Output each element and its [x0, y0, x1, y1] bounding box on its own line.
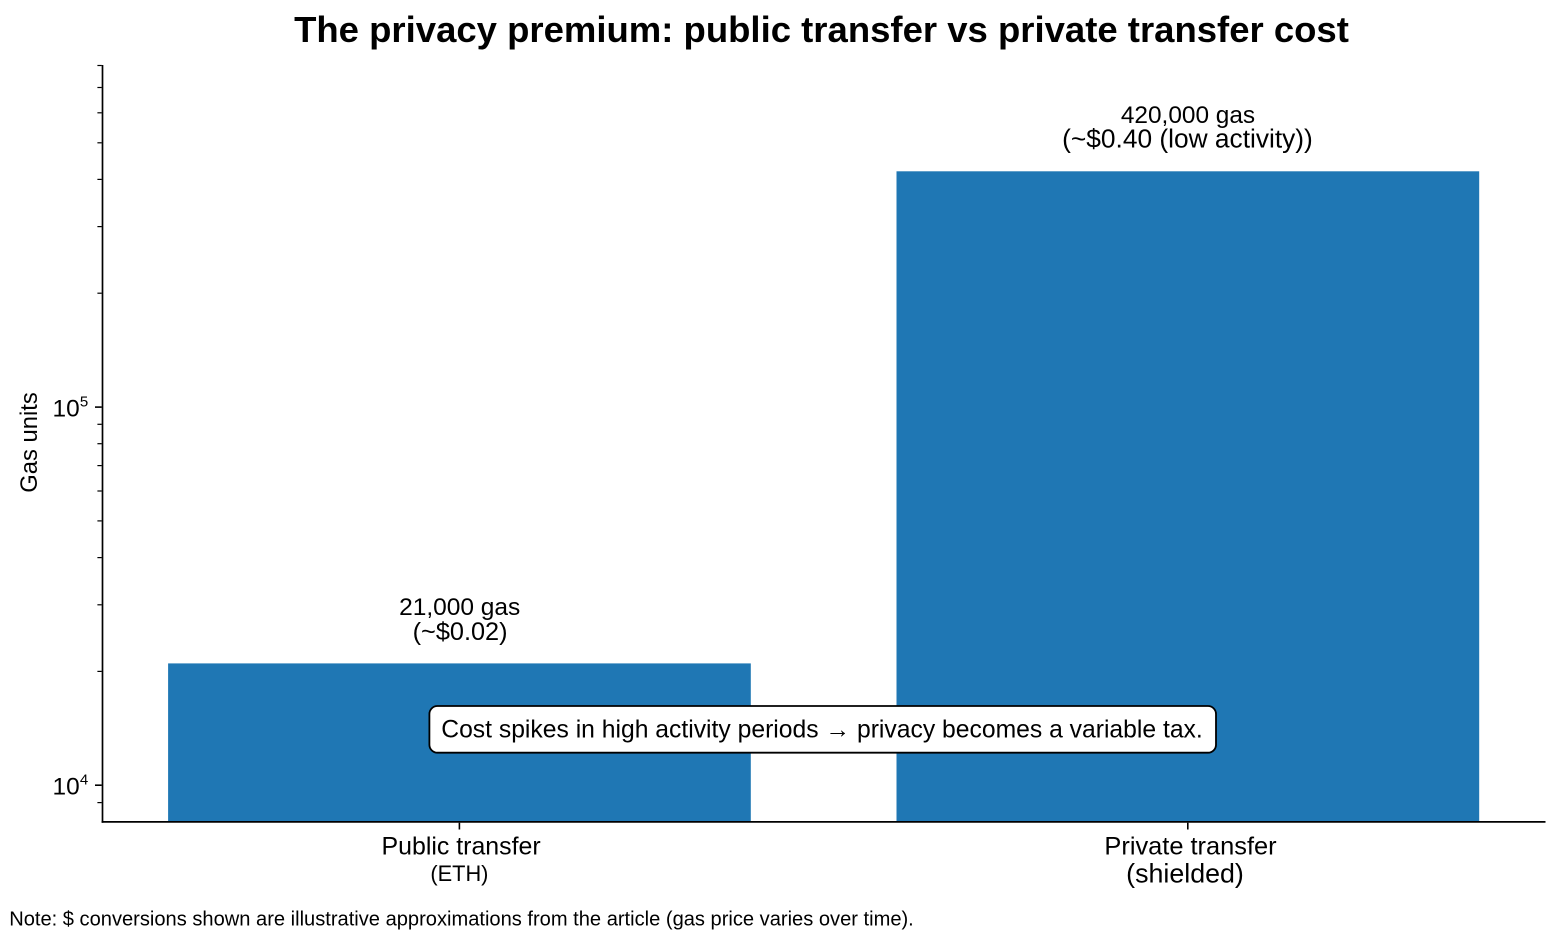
svg-text:10: 10	[53, 774, 80, 801]
svg-text:Note: $ conversions shown are: Note: $ conversions shown are illustrati…	[9, 909, 914, 931]
svg-text:Private transfer: Private transfer	[1104, 832, 1277, 860]
svg-text:The privacy premium: public tr: The privacy premium: public transfer vs …	[294, 9, 1349, 50]
svg-text:21,000 gas: 21,000 gas	[399, 594, 520, 621]
svg-text:Public transfer: Public transfer	[382, 832, 541, 860]
svg-text:4: 4	[80, 772, 88, 789]
svg-text:(~$0.02): (~$0.02)	[413, 618, 508, 646]
svg-text:420,000 gas: 420,000 gas	[1121, 102, 1255, 129]
svg-text:(shielded): (shielded)	[1126, 859, 1244, 889]
svg-text:(~$0.40 (low activity)): (~$0.40 (low activity))	[1062, 124, 1313, 154]
svg-text:(ETH): (ETH)	[430, 861, 488, 886]
svg-text:10: 10	[53, 396, 80, 423]
svg-text:5: 5	[80, 394, 88, 411]
svg-text:Gas units: Gas units	[16, 392, 43, 493]
svg-text:Cost spikes in high activity p: Cost spikes in high activity periods → p…	[441, 717, 1203, 744]
